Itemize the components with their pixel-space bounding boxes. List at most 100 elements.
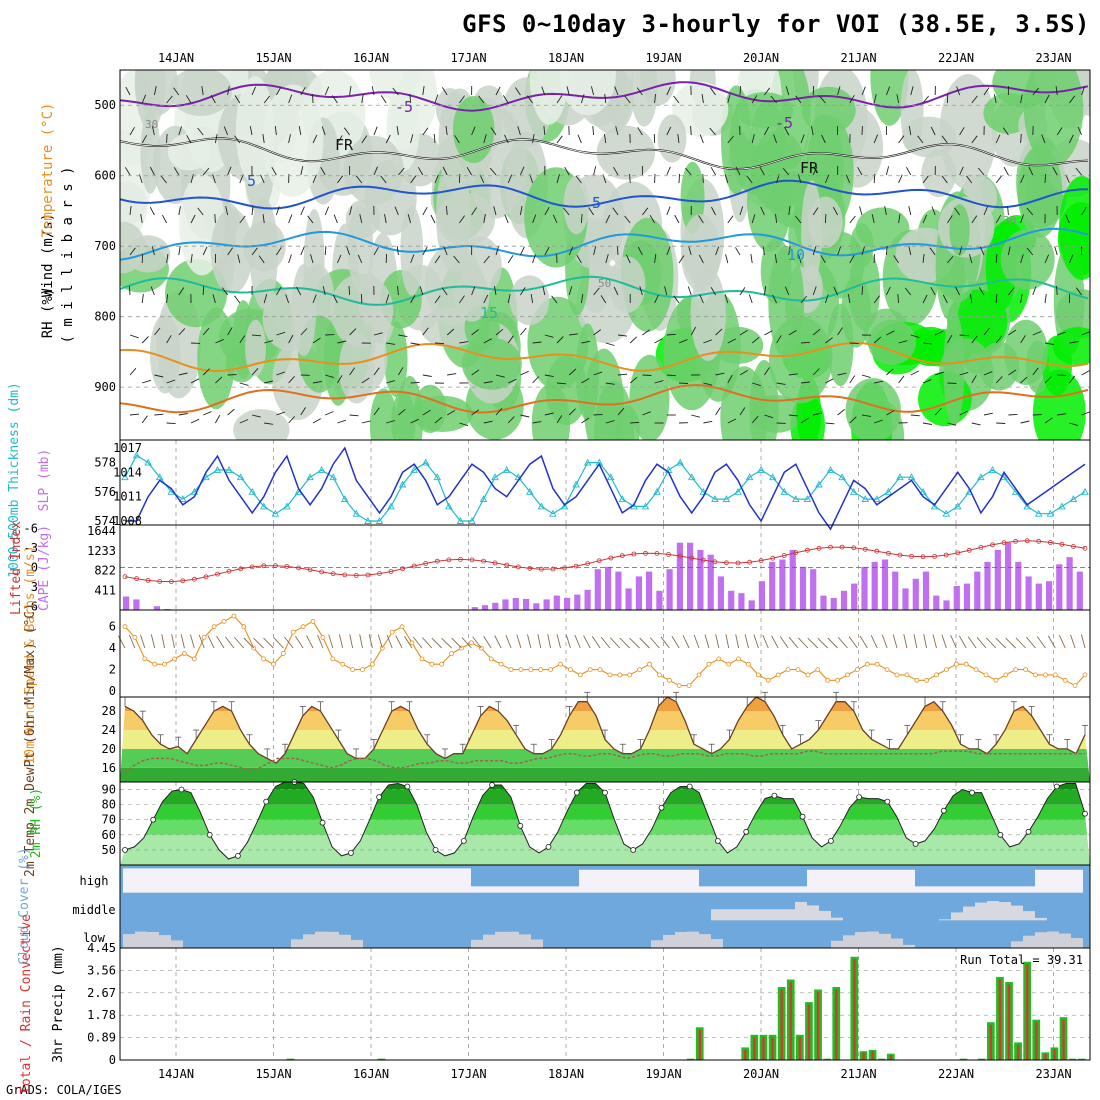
thickness-point xyxy=(711,495,719,503)
wind-barb xyxy=(532,134,535,144)
wind-speed-point xyxy=(261,656,267,662)
isotherm-label: 5 xyxy=(247,172,256,190)
wind-barb xyxy=(150,286,155,296)
cloud-high xyxy=(747,886,759,893)
wind-barb xyxy=(910,334,920,339)
wind-barb xyxy=(1075,287,1082,296)
wind-barb xyxy=(930,126,936,136)
wind-barb xyxy=(271,166,277,176)
wind-barb xyxy=(685,167,692,176)
wind-barb xyxy=(1041,134,1046,144)
wind-barb xyxy=(983,87,990,96)
wind-barb xyxy=(654,93,656,104)
cape-bar xyxy=(861,566,868,610)
wind-barb xyxy=(588,207,594,216)
wind-barb xyxy=(166,133,168,144)
wind-barb xyxy=(442,166,448,176)
wind-barb xyxy=(922,294,928,304)
wind-barb xyxy=(654,294,659,304)
cloud-high xyxy=(495,886,507,893)
thickness-point xyxy=(306,473,314,481)
wind-barb xyxy=(434,416,443,424)
wind-speed-point xyxy=(1043,672,1048,678)
wind-barb xyxy=(251,206,254,216)
precip-tick-label: 0.89 xyxy=(87,1031,116,1045)
rh-point xyxy=(122,847,128,853)
cloud-high xyxy=(783,886,795,893)
wind-barb xyxy=(142,379,151,384)
wind-speed-point xyxy=(993,677,999,683)
wind-barb-10m xyxy=(958,635,967,649)
wind-barb xyxy=(532,421,542,424)
wind-barb-10m xyxy=(892,634,898,649)
cloud-high xyxy=(1071,869,1083,893)
wind-barb xyxy=(959,246,963,256)
wind-barb xyxy=(935,330,944,336)
rh-shading xyxy=(233,409,290,440)
wind-barb xyxy=(478,95,485,104)
wind-barb xyxy=(800,417,809,424)
rh-shading xyxy=(436,157,471,274)
wind-barb xyxy=(337,340,347,344)
thickness-point xyxy=(479,495,488,503)
wind-barb xyxy=(410,418,419,424)
wind-barb xyxy=(770,95,777,104)
wind-barb xyxy=(812,368,820,376)
wind-barb xyxy=(569,333,579,336)
precip-tick-label: 3.56 xyxy=(87,963,116,977)
cloud-low xyxy=(699,934,711,948)
thickness-point xyxy=(1069,495,1078,503)
wind-barb xyxy=(225,206,229,216)
wind-barb xyxy=(821,134,826,144)
wind-speed-point xyxy=(468,640,474,646)
wind-speed-point xyxy=(132,635,138,640)
wind-speed-point xyxy=(835,677,840,683)
cloud-low xyxy=(123,934,135,948)
wind-barb xyxy=(897,293,900,304)
wind-speed-point xyxy=(300,624,306,630)
wind-barb xyxy=(873,134,879,144)
isotherm-label: 5 xyxy=(592,194,601,212)
wind-speed-point xyxy=(686,683,692,688)
cape-bar xyxy=(799,566,807,610)
wind-barb xyxy=(446,410,456,416)
wind-barb-10m xyxy=(660,636,670,649)
rh-shading xyxy=(249,198,278,309)
wind-speed-point xyxy=(597,667,603,672)
cape-bar xyxy=(625,588,632,610)
wind-barb xyxy=(1075,167,1082,176)
thickness-point xyxy=(1058,502,1066,510)
wind-barb xyxy=(227,327,233,336)
wind-barb-10m xyxy=(556,634,561,649)
wind-barb xyxy=(520,287,526,296)
wind-barb xyxy=(1068,254,1074,264)
wind-barb xyxy=(214,134,218,144)
wind-barb-10m xyxy=(273,637,284,649)
wind-barb xyxy=(141,134,148,144)
thickness-point xyxy=(930,502,939,510)
wind-barb xyxy=(1020,294,1023,304)
wind-barb xyxy=(955,286,961,296)
wind-barb xyxy=(239,419,249,424)
wind-barb xyxy=(483,338,492,344)
wind-barb xyxy=(410,381,420,384)
cloud-high xyxy=(375,868,387,893)
rh-shading xyxy=(801,86,856,134)
thickness-point xyxy=(225,465,233,473)
wind-barb-10m xyxy=(395,635,403,649)
wind-barb xyxy=(1081,331,1090,336)
ylabel-precip-right: 3hr Precip (mm) xyxy=(51,945,66,1062)
pressure-tick-label: 700 xyxy=(94,239,116,253)
wind-barb xyxy=(361,420,371,424)
cape-tick-label: 1233 xyxy=(87,544,116,558)
wind-barb xyxy=(288,416,296,424)
rh-shading xyxy=(1058,176,1090,281)
wind-barb xyxy=(666,206,671,216)
wind-barb xyxy=(162,214,167,224)
wind-barb xyxy=(1020,133,1022,144)
wind-barb xyxy=(447,373,457,376)
cloud-high xyxy=(183,868,195,893)
wind-barb xyxy=(929,247,936,256)
wind-barb xyxy=(725,254,729,264)
